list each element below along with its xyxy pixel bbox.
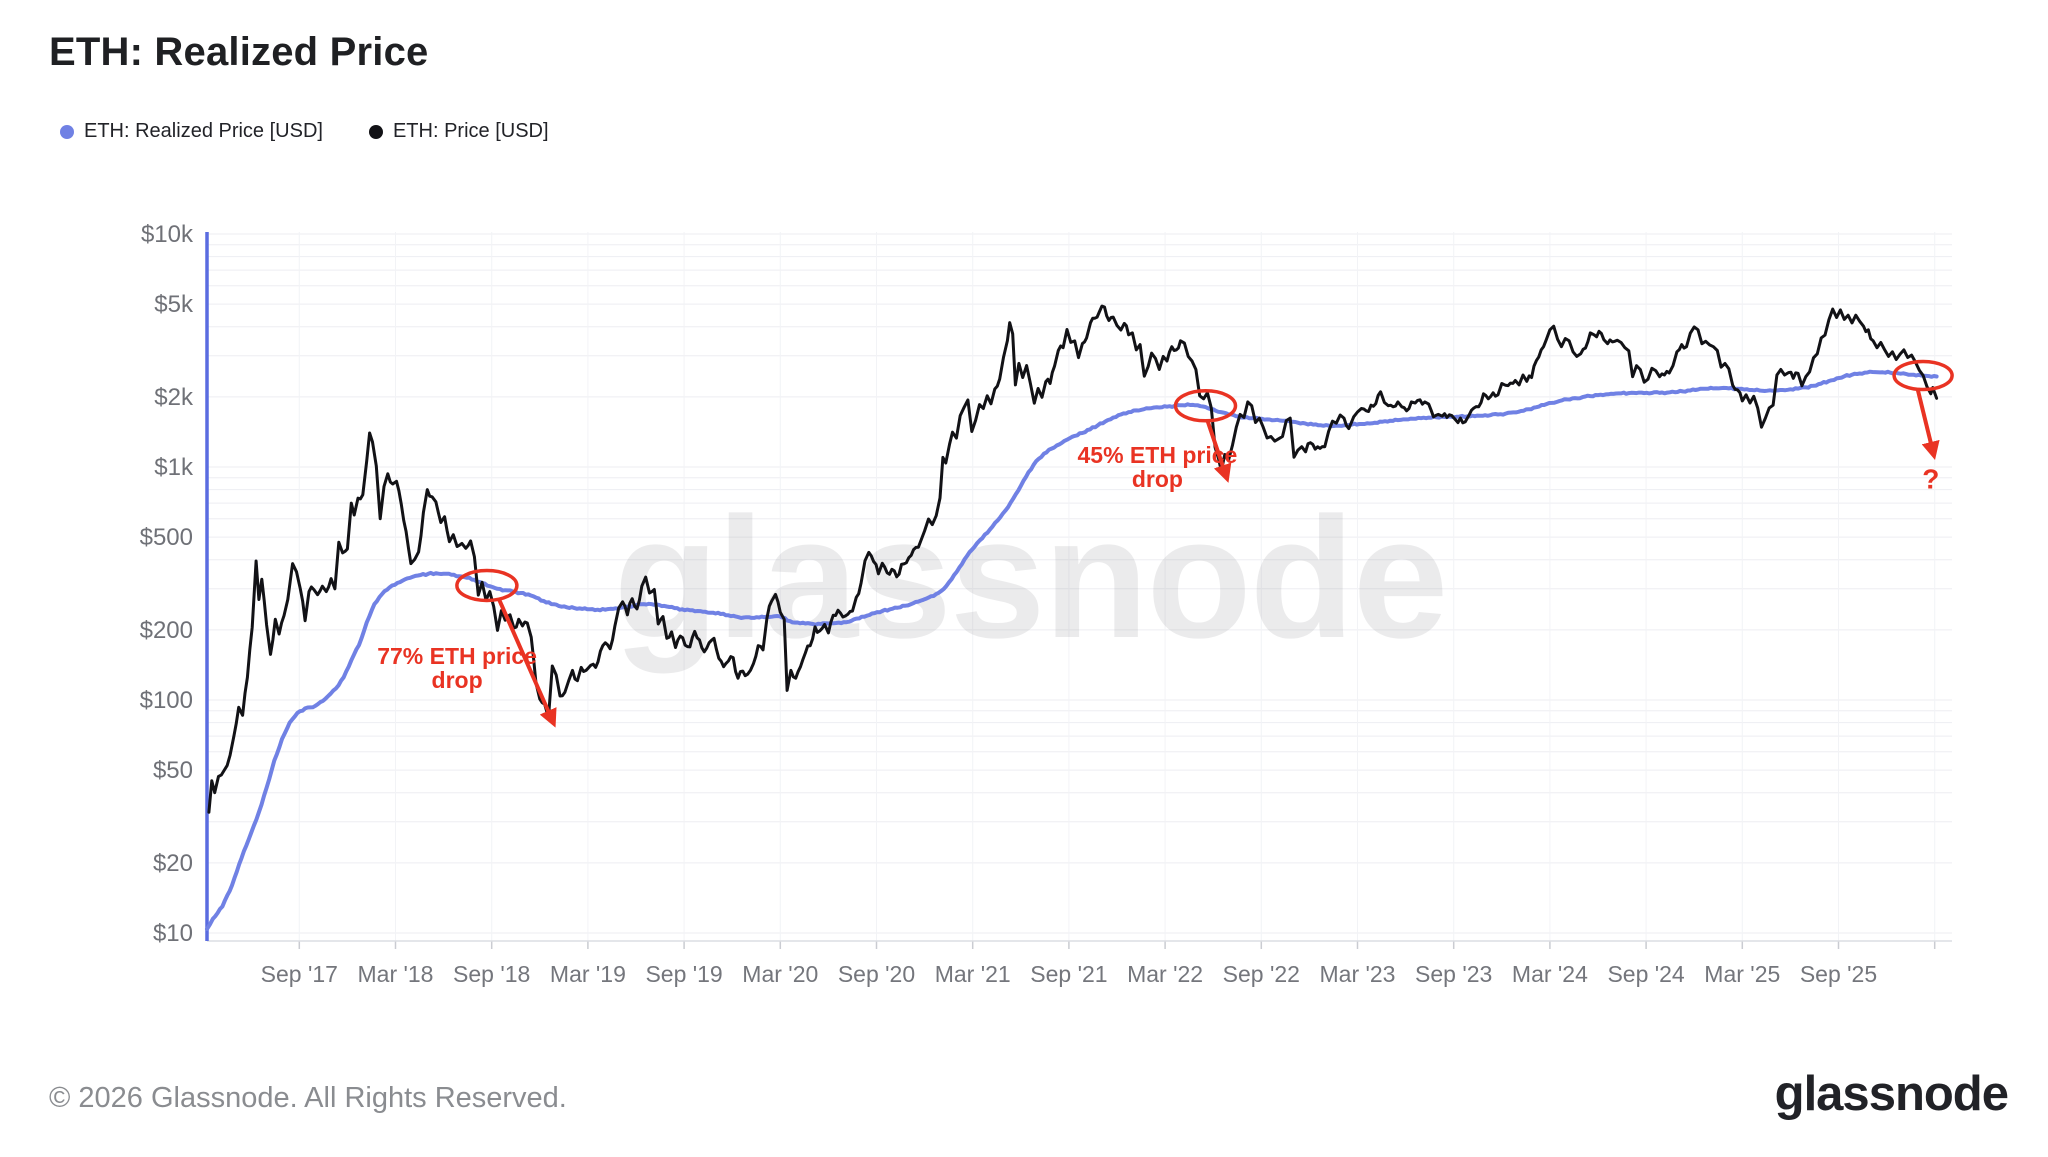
svg-text:Mar '18: Mar '18 (358, 961, 434, 987)
annotation-label-0: drop (432, 667, 483, 693)
glassnode-logo: glassnode (1774, 1067, 2009, 1121)
svg-text:$200: $200 (140, 617, 193, 644)
svg-text:Sep '20: Sep '20 (838, 961, 915, 987)
svg-text:Sep '24: Sep '24 (1607, 961, 1684, 987)
svg-text:Mar '21: Mar '21 (935, 961, 1011, 987)
svg-text:$100: $100 (140, 687, 193, 714)
svg-text:Sep '19: Sep '19 (645, 961, 722, 987)
svg-text:Sep '22: Sep '22 (1223, 961, 1300, 987)
annotation-label-1: drop (1132, 466, 1183, 492)
svg-text:Sep '23: Sep '23 (1415, 961, 1492, 987)
eth-price-line (207, 304, 1939, 814)
realized-price-line (205, 369, 1939, 931)
svg-text:$500: $500 (140, 524, 193, 551)
svg-text:$10: $10 (153, 920, 193, 947)
svg-text:Sep '17: Sep '17 (261, 961, 338, 987)
svg-text:$20: $20 (153, 850, 193, 877)
svg-text:$1k: $1k (154, 454, 194, 481)
annotation-ellipse-2 (1892, 359, 1954, 392)
svg-text:Sep '21: Sep '21 (1030, 961, 1107, 987)
annotation-label-1: 45% ETH price (1078, 442, 1238, 468)
svg-text:Mar '24: Mar '24 (1512, 961, 1588, 987)
svg-text:$5k: $5k (154, 291, 194, 318)
annotation-ellipse-1 (1173, 389, 1238, 423)
legend-label-realized-price: ETH: Realized Price [USD] (84, 120, 323, 142)
annotation-label-0: 77% ETH price (377, 643, 537, 669)
realized-price-legend-dot-icon (60, 124, 74, 139)
svg-text:$2k: $2k (154, 384, 194, 411)
svg-text:Mar '25: Mar '25 (1704, 961, 1780, 987)
copyright-text: © 2026 Glassnode. All Rights Reserved. (49, 1082, 567, 1114)
svg-text:Sep '18: Sep '18 (453, 961, 530, 987)
price-legend-dot-icon (368, 124, 383, 139)
legend-item-price: ETH: Price [USD] (368, 120, 549, 143)
svg-text:$10k: $10k (141, 221, 194, 248)
svg-text:$50: $50 (153, 757, 193, 784)
annotation-arrow-icon-1 (1205, 419, 1232, 483)
svg-text:Mar '22: Mar '22 (1127, 961, 1203, 987)
annotation-arrow-icon-0 (497, 599, 557, 728)
annotation-arrow-icon-2 (1915, 387, 1940, 460)
legend-item-realized-price: ETH: Realized Price [USD] (60, 120, 323, 143)
chart-legend: ETH: Realized Price [USD] ETH: Price [US… (60, 120, 549, 143)
legend-label-price: ETH: Price [USD] (392, 120, 549, 142)
svg-text:Mar '20: Mar '20 (742, 961, 818, 987)
svg-text:Mar '19: Mar '19 (550, 961, 626, 987)
glassnode-watermark: glassnode (614, 482, 1447, 674)
svg-text:Sep '25: Sep '25 (1800, 961, 1877, 987)
annotation-ellipse-0 (455, 568, 519, 603)
svg-text:Mar '23: Mar '23 (1320, 961, 1396, 987)
annotation-label-2: ? (1922, 464, 1939, 495)
page-title: ETH: Realized Price (49, 30, 429, 74)
